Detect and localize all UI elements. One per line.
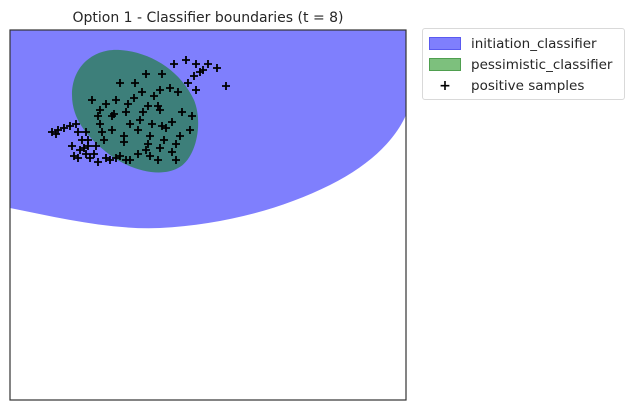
- positive-sample-marker: [188, 112, 196, 120]
- positive-sample-marker: [124, 100, 132, 108]
- positive-sample-marker: [116, 152, 124, 160]
- positive-sample-marker: [82, 150, 90, 158]
- legend-item-initiation: initiation_classifier: [429, 33, 618, 54]
- positive-sample-marker: [96, 120, 104, 128]
- positive-sample-marker: [172, 156, 180, 164]
- positive-sample-marker: [66, 122, 74, 130]
- positive-sample-marker: [74, 128, 82, 136]
- positive-sample-marker: [156, 86, 164, 94]
- positive-sample-marker: [126, 120, 134, 128]
- legend-label-pessimistic: pessimistic_classifier: [471, 56, 613, 73]
- positive-sample-marker: [182, 56, 190, 64]
- positive-sample-marker: [122, 108, 130, 116]
- positive-sample-marker: [52, 130, 60, 138]
- positive-sample-marker: [136, 116, 144, 124]
- chart-title: Option 1 - Classifier boundaries (t = 8): [72, 10, 343, 26]
- positive-sample-marker: [120, 138, 128, 146]
- positive-sample-marker: [213, 64, 221, 72]
- positive-sample-marker: [108, 126, 116, 134]
- positive-sample-marker: [116, 79, 124, 87]
- positive-sample-marker: [168, 118, 176, 126]
- legend: initiation_classifier pessimistic_classi…: [422, 28, 625, 100]
- positive-samples-group: [48, 56, 230, 166]
- positive-sample-marker: [154, 156, 162, 164]
- positive-sample-marker: [130, 94, 138, 102]
- positive-sample-marker: [94, 112, 102, 120]
- positive-sample-marker: [148, 120, 156, 128]
- positive-sample-marker: [204, 60, 212, 68]
- positive-sample-marker: [126, 156, 134, 164]
- positive-sample-marker: [178, 108, 186, 116]
- positive-sample-marker: [108, 112, 116, 120]
- positive-sample-marker: [156, 106, 164, 114]
- positive-sample-marker: [84, 136, 92, 144]
- legend-swatch-pessimistic: [429, 58, 461, 71]
- positive-sample-marker: [70, 152, 78, 160]
- positive-sample-marker: [174, 88, 182, 96]
- positive-sample-marker: [92, 142, 100, 150]
- positive-sample-marker: [72, 120, 80, 128]
- positive-sample-marker: [144, 102, 152, 110]
- plot-area: [10, 30, 406, 229]
- positive-sample-marker: [146, 132, 154, 140]
- positive-sample-marker: [112, 96, 120, 104]
- legend-item-samples: + positive samples: [429, 75, 618, 96]
- positive-sample-marker: [170, 60, 178, 68]
- positive-sample-marker: [138, 88, 146, 96]
- positive-sample-marker: [86, 154, 94, 162]
- positive-sample-marker: [142, 70, 150, 78]
- positive-sample-marker: [96, 106, 104, 114]
- positive-sample-marker: [80, 144, 88, 152]
- positive-sample-marker: [150, 92, 158, 100]
- positive-sample-marker: [156, 144, 164, 152]
- positive-sample-marker: [172, 140, 180, 148]
- positive-sample-marker: [158, 70, 166, 78]
- positive-sample-marker: [131, 79, 139, 87]
- positive-sample-marker: [134, 126, 142, 134]
- positive-sample-marker: [146, 152, 154, 160]
- positive-sample-marker: [192, 60, 200, 68]
- positive-sample-marker: [186, 126, 194, 134]
- positive-sample-marker: [160, 136, 168, 144]
- positive-sample-marker: [196, 68, 204, 76]
- legend-swatch-initiation: [429, 37, 461, 50]
- plot-frame: [9, 29, 407, 401]
- positive-sample-marker: [94, 158, 102, 166]
- positive-sample-marker: [90, 150, 98, 158]
- positive-sample-marker: [162, 124, 170, 132]
- positive-sample-marker: [68, 142, 76, 150]
- positive-sample-marker: [98, 128, 106, 136]
- legend-item-pessimistic: pessimistic_classifier: [429, 54, 618, 75]
- legend-label-samples: positive samples: [471, 77, 585, 94]
- positive-sample-marker: [139, 108, 147, 116]
- positive-sample-marker: [222, 82, 230, 90]
- positive-sample-marker: [168, 148, 176, 156]
- positive-sample-marker: [144, 140, 152, 148]
- positive-sample-marker: [106, 156, 114, 164]
- positive-sample-marker: [134, 150, 142, 158]
- positive-sample-marker: [102, 100, 110, 108]
- positive-sample-marker: [192, 86, 200, 94]
- positive-sample-marker: [100, 136, 108, 144]
- positive-sample-marker: [184, 79, 192, 87]
- positive-sample-marker: [166, 84, 174, 92]
- positive-sample-marker: [190, 72, 198, 80]
- positive-sample-marker: [176, 132, 184, 140]
- positive-sample-marker: [142, 146, 150, 154]
- legend-label-initiation: initiation_classifier: [471, 35, 597, 52]
- legend-marker-plus: +: [439, 77, 451, 94]
- positive-sample-marker: [88, 96, 96, 104]
- positive-sample-marker: [82, 128, 90, 136]
- positive-sample-marker: [60, 124, 68, 132]
